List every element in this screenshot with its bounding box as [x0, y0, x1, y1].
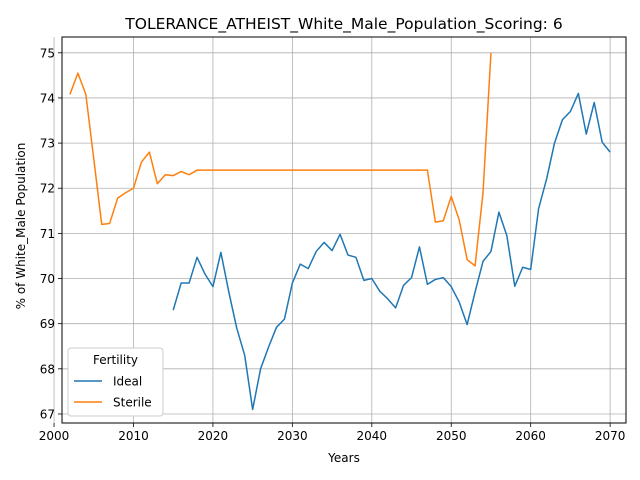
- y-tick-label: 71: [40, 227, 55, 241]
- x-tick-label: 2010: [118, 429, 149, 443]
- x-axis-ticks: 2000 2010 2020 2030 2040 2050 2060 2070: [39, 423, 626, 443]
- y-axis-ticks: 67 68 69 70 71 72 73 74 75: [40, 46, 62, 421]
- y-tick-label: 74: [40, 91, 55, 105]
- legend-label-ideal: Ideal: [113, 375, 142, 389]
- x-tick-label: 2050: [436, 429, 467, 443]
- x-tick-label: 2040: [357, 429, 388, 443]
- y-tick-label: 72: [40, 182, 55, 196]
- y-tick-label: 69: [40, 317, 55, 331]
- plot-frame: [61, 36, 627, 424]
- legend-label-sterile: Sterile: [113, 396, 152, 410]
- x-tick-label: 2070: [595, 429, 626, 443]
- legend-items: Ideal Sterile: [74, 375, 152, 410]
- series-layer: [69, 52, 611, 411]
- grid: [53, 37, 626, 423]
- chart-title: TOLERANCE_ATHEIST_White_Male_Population_…: [124, 15, 562, 34]
- y-tick-label: 70: [40, 272, 55, 286]
- y-tick-label: 67: [40, 407, 55, 421]
- x-tick-label: 2020: [198, 429, 229, 443]
- y-axis-label: % of White_Male Population: [14, 143, 28, 310]
- x-tick-label: 2060: [515, 429, 546, 443]
- legend-box: [67, 347, 164, 417]
- x-axis-label: Years: [327, 451, 360, 465]
- legend: Fertility Ideal Sterile: [67, 347, 164, 417]
- y-tick-label: 73: [40, 137, 55, 151]
- y-tick-label: 75: [40, 46, 55, 60]
- x-tick-label: 2030: [277, 429, 308, 443]
- series-line-ideal: [172, 92, 611, 411]
- x-tick-label: 2000: [39, 429, 70, 443]
- y-tick-label: 68: [40, 362, 55, 376]
- series-line-sterile: [69, 52, 492, 267]
- legend-title: Fertility: [93, 353, 138, 367]
